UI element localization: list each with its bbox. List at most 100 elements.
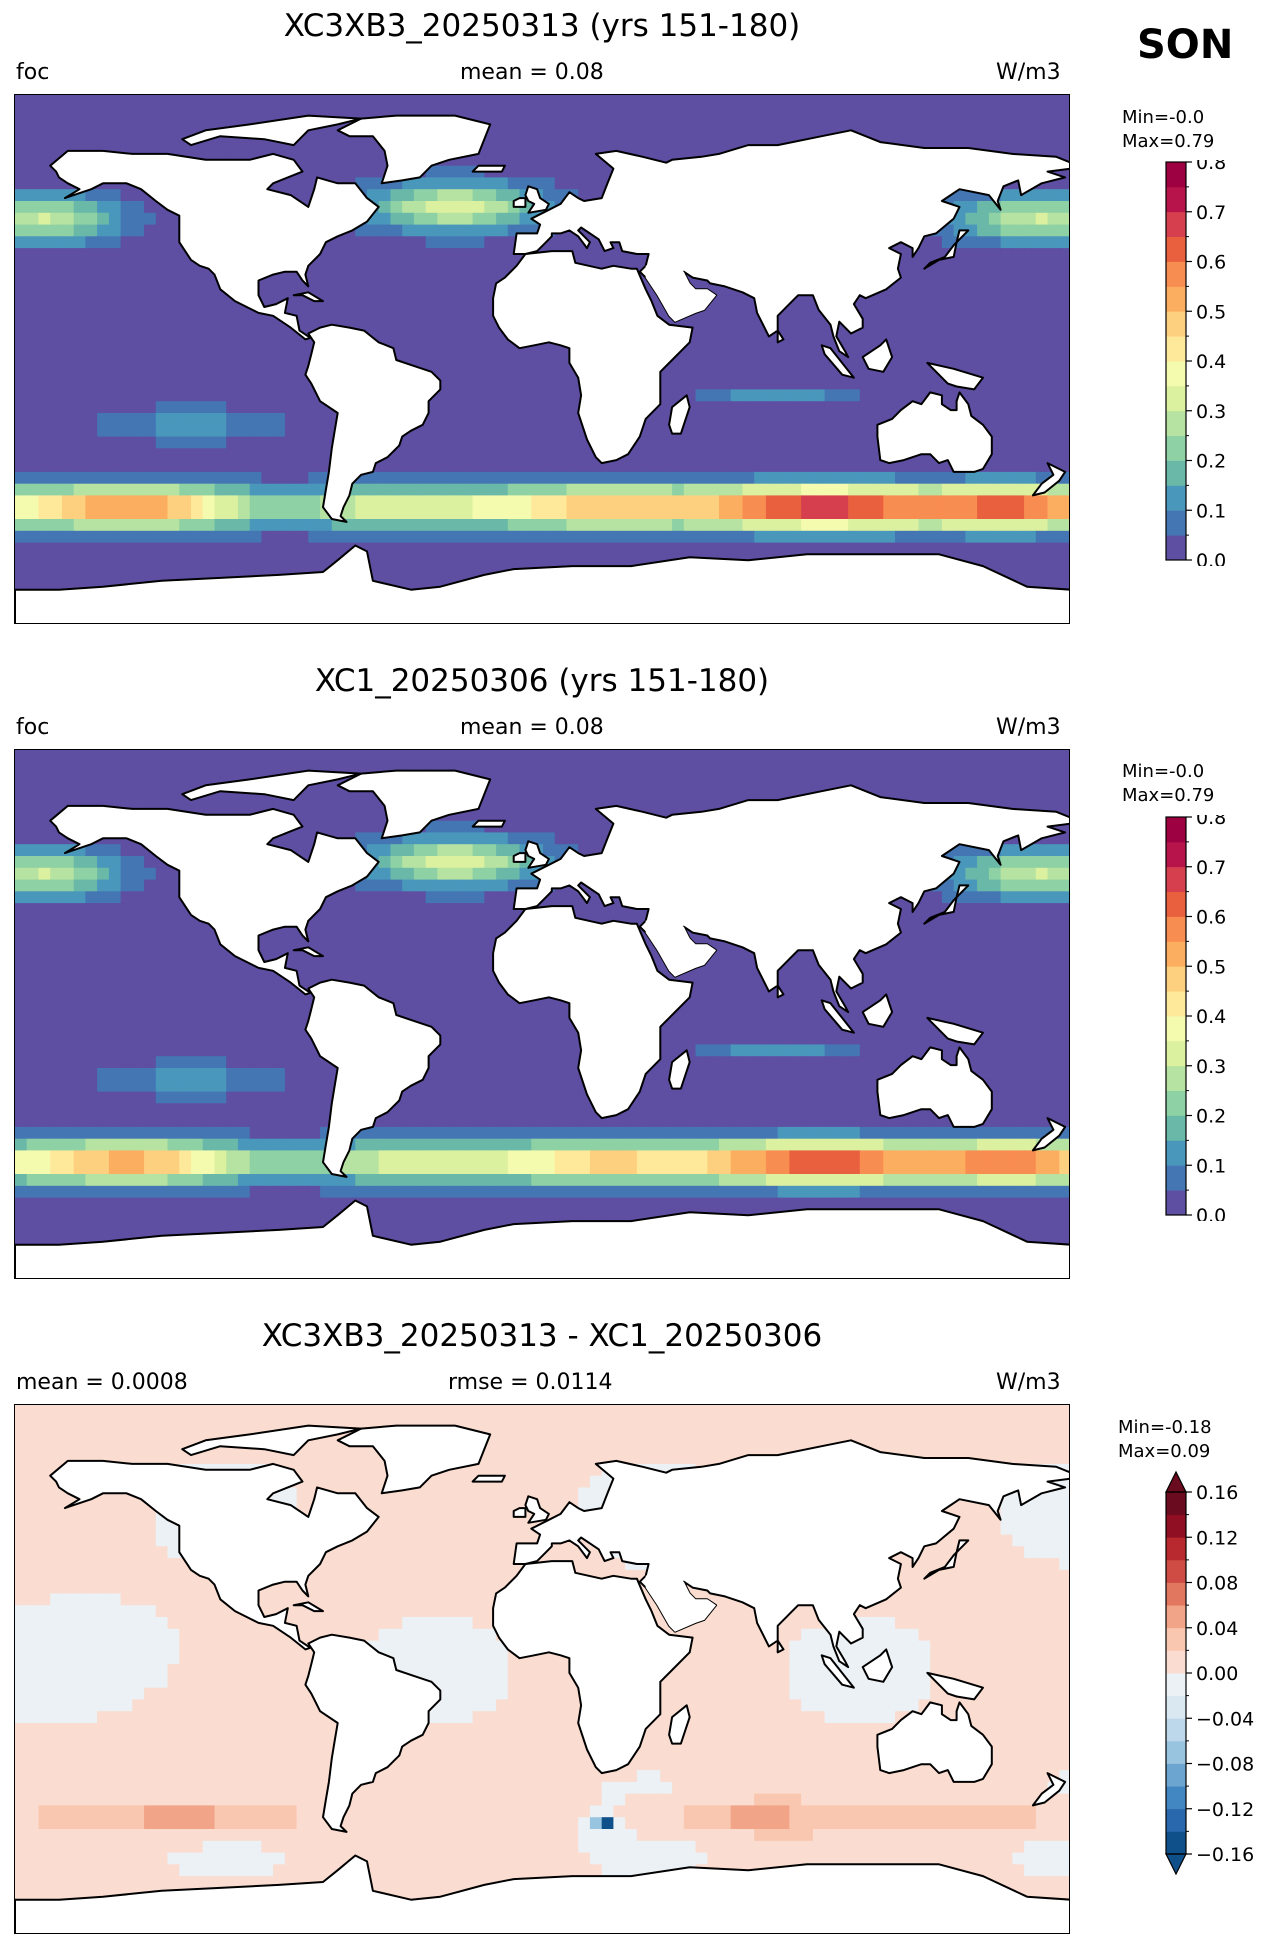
grid-cell [977,259,990,273]
grid-cell [648,436,661,449]
grid-cell [824,530,837,544]
grid-cell [765,106,779,120]
grid-cell [941,283,955,296]
grid-cell [449,165,462,179]
grid-cell [1035,342,1049,355]
grid-cell [695,342,708,355]
grid-cell [1059,342,1069,355]
grid-cell [132,554,145,567]
grid-cell [906,483,919,497]
grid-cell [144,460,157,473]
grid-cell [390,295,403,308]
grid-cell [777,436,790,449]
grid-cell [179,507,192,520]
grid-cell [531,354,544,367]
grid-cell [988,342,1002,355]
grid-cell [378,224,391,237]
grid-cell [660,401,673,414]
grid-cell [531,365,544,379]
grid-cell [906,307,919,320]
grid-cell [320,448,333,461]
grid-cell [50,236,63,249]
grid-cell [85,436,98,449]
grid-cell [355,295,368,308]
grid-cell [648,106,661,120]
grid-cell [519,95,532,108]
grid-cell [108,483,122,497]
grid-cell [554,483,567,497]
grid-cell [167,785,180,798]
grid-cell [1024,413,1037,426]
grid-cell [73,471,86,485]
grid-cell [191,330,204,343]
grid-cell [296,342,309,355]
grid-cell [496,761,509,775]
grid-cell [167,118,180,131]
grid-cell [378,460,391,473]
grid-cell [144,271,157,285]
grid-cell [120,189,133,202]
grid-cell [1059,413,1069,426]
grid-cell [308,95,321,108]
grid-cell [1059,165,1069,179]
grid-cell [85,495,98,508]
grid-cell [566,519,579,532]
grid-cell [437,330,450,343]
grid-cell [742,389,755,402]
grid-cell [589,495,603,508]
grid-cell [73,785,86,798]
grid-cell [977,365,990,379]
grid-cell [38,307,51,320]
grid-cell [249,471,262,485]
grid-cell [97,785,110,798]
grid-cell [531,797,544,810]
grid-cell [918,471,931,485]
grid-cell [249,365,262,379]
grid-cell [578,554,591,567]
grid-cell [191,424,204,438]
grid-cell [519,808,532,822]
grid-cell [413,342,427,355]
grid-cell [320,153,333,167]
grid-cell [1047,271,1060,285]
grid-cell [437,460,450,473]
grid-cell [507,773,521,786]
grid-cell [1012,130,1025,143]
grid-cell [660,530,673,544]
grid-cell [953,542,966,555]
grid-cell [261,448,274,461]
grid-cell [38,448,51,461]
grid-cell [132,844,145,857]
grid-cell [179,471,192,485]
grid-cell [1059,460,1069,473]
grid-cell [566,130,579,143]
grid-cell [120,377,133,391]
grid-cell [484,95,497,108]
grid-cell [707,413,720,426]
grid-cell [61,106,75,120]
grid-cell [167,448,180,461]
grid-cell [789,761,802,775]
grid-cell [1059,566,1069,579]
grid-cell [155,295,169,308]
grid-cell [120,106,133,120]
grid-cell [519,142,532,155]
grid-cell [73,248,86,261]
grid-cell [167,271,180,285]
grid-cell [331,797,345,810]
grid-cell [941,118,955,131]
grid-cell [167,142,180,155]
grid-cell [237,401,251,414]
grid-cell [425,566,438,579]
grid-cell [284,495,298,508]
grid-cell [155,471,169,485]
grid-cell [167,248,180,261]
grid-cell [812,483,826,497]
grid-cell [496,460,509,473]
grid-cell [484,236,497,249]
grid-cell [965,519,978,532]
grid-cell [707,785,720,798]
grid-cell [132,566,145,579]
grid-cell [73,130,86,143]
grid-cell [202,507,215,520]
